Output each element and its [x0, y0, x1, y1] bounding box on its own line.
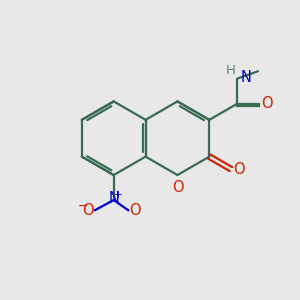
Text: N: N: [108, 191, 119, 206]
Text: H: H: [226, 64, 236, 77]
Text: +: +: [114, 190, 123, 200]
Text: N: N: [241, 70, 252, 85]
Text: O: O: [172, 180, 183, 195]
Text: −: −: [78, 200, 88, 213]
Text: O: O: [233, 162, 245, 177]
Text: O: O: [129, 203, 141, 218]
Text: O: O: [82, 203, 94, 218]
Text: O: O: [261, 96, 273, 111]
